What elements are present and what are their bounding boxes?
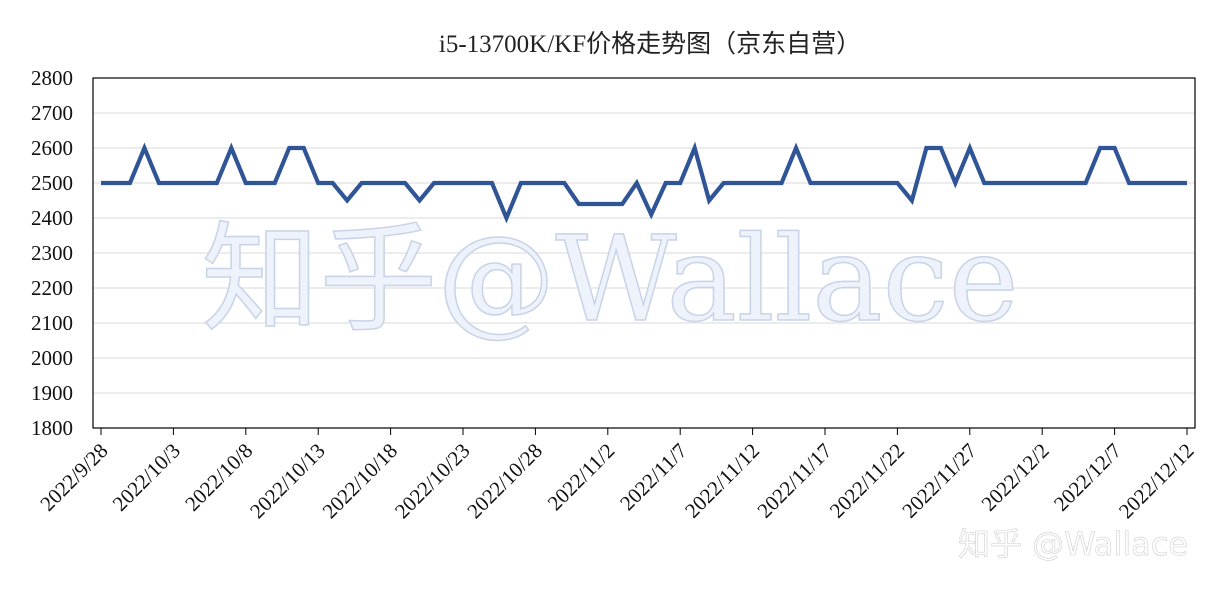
x-axis-tick-marks xyxy=(100,428,1188,435)
data-point xyxy=(244,181,248,185)
y-tick-label: 2200 xyxy=(31,276,73,300)
data-point xyxy=(258,181,262,185)
data-point xyxy=(403,181,407,185)
y-tick-label: 2100 xyxy=(31,311,73,335)
data-point xyxy=(360,181,364,185)
data-point xyxy=(533,181,537,185)
corner-watermark: 知乎 @Wallace xyxy=(958,525,1188,563)
data-point xyxy=(997,181,1001,185)
data-point xyxy=(331,181,335,185)
data-point xyxy=(678,181,682,185)
data-point xyxy=(215,181,219,185)
data-point xyxy=(968,146,972,150)
data-point xyxy=(1040,181,1044,185)
data-point xyxy=(1142,181,1146,185)
data-point xyxy=(1171,181,1175,185)
plot-area-border xyxy=(92,77,1196,429)
data-point xyxy=(1026,181,1030,185)
data-point xyxy=(418,199,422,203)
data-point xyxy=(128,181,132,185)
data-point xyxy=(1113,146,1117,150)
data-point xyxy=(1156,181,1160,185)
data-point xyxy=(548,181,552,185)
chart-title: i5-13700K/KF价格走势图（京东自营） xyxy=(439,30,861,58)
data-point xyxy=(1055,181,1059,185)
data-point xyxy=(982,181,986,185)
y-tick-label: 2300 xyxy=(31,241,73,265)
data-point xyxy=(345,199,349,203)
y-axis-tick-labels: 1800 1900 2000 2100 2200 2300 2400 2500 2600 2700… xyxy=(31,66,73,440)
data-point xyxy=(432,181,436,185)
data-point xyxy=(200,181,204,185)
data-point xyxy=(895,181,899,185)
data-point xyxy=(113,181,117,185)
data-point xyxy=(273,181,277,185)
data-point xyxy=(794,146,798,150)
data-point xyxy=(953,181,957,185)
data-point xyxy=(924,146,928,150)
data-point xyxy=(504,216,508,220)
data-point xyxy=(606,202,610,206)
data-point xyxy=(490,181,494,185)
data-point xyxy=(1084,181,1088,185)
data-point xyxy=(519,181,523,185)
y-tick-label: 1900 xyxy=(31,381,73,405)
price-series-line xyxy=(101,141,1187,224)
data-point xyxy=(620,202,624,206)
y-tick-label: 1800 xyxy=(31,416,73,440)
data-point xyxy=(186,181,190,185)
y-tick-label: 2800 xyxy=(31,66,73,90)
data-point xyxy=(664,181,668,185)
data-point xyxy=(287,146,291,150)
data-point xyxy=(374,181,378,185)
y-tick-label: 2500 xyxy=(31,171,73,195)
data-point xyxy=(562,181,566,185)
data-point xyxy=(1185,181,1189,185)
data-point xyxy=(881,181,885,185)
data-point xyxy=(837,181,841,185)
data-point xyxy=(939,146,943,150)
data-point xyxy=(910,199,914,203)
data-point xyxy=(171,181,175,185)
data-point xyxy=(852,181,856,185)
y-tick-label: 2700 xyxy=(31,101,73,125)
data-point xyxy=(736,181,740,185)
data-point xyxy=(157,181,161,185)
data-point xyxy=(693,146,697,150)
data-point xyxy=(447,181,451,185)
data-point xyxy=(866,181,870,185)
data-point xyxy=(591,202,595,206)
data-point xyxy=(635,181,639,185)
data-point xyxy=(1127,181,1131,185)
data-point xyxy=(809,181,813,185)
data-point xyxy=(1069,181,1073,185)
y-tick-label: 2000 xyxy=(31,346,73,370)
data-point xyxy=(475,181,479,185)
data-point xyxy=(780,181,784,185)
watermark-text: 知乎@Wallace xyxy=(201,210,1018,348)
data-point xyxy=(577,202,581,206)
data-point xyxy=(229,146,233,150)
data-point xyxy=(142,146,146,150)
data-point xyxy=(99,181,103,185)
data-point xyxy=(461,181,465,185)
data-point xyxy=(1011,181,1015,185)
y-tick-label: 2400 xyxy=(31,206,73,230)
data-point xyxy=(649,213,653,217)
data-point xyxy=(823,181,827,185)
data-point xyxy=(316,181,320,185)
data-point xyxy=(302,146,306,150)
data-point xyxy=(1098,146,1102,150)
data-point xyxy=(765,181,769,185)
data-point xyxy=(751,181,755,185)
data-point xyxy=(722,181,726,185)
data-point xyxy=(707,199,711,203)
data-point xyxy=(389,181,393,185)
y-tick-label: 2600 xyxy=(31,136,73,160)
